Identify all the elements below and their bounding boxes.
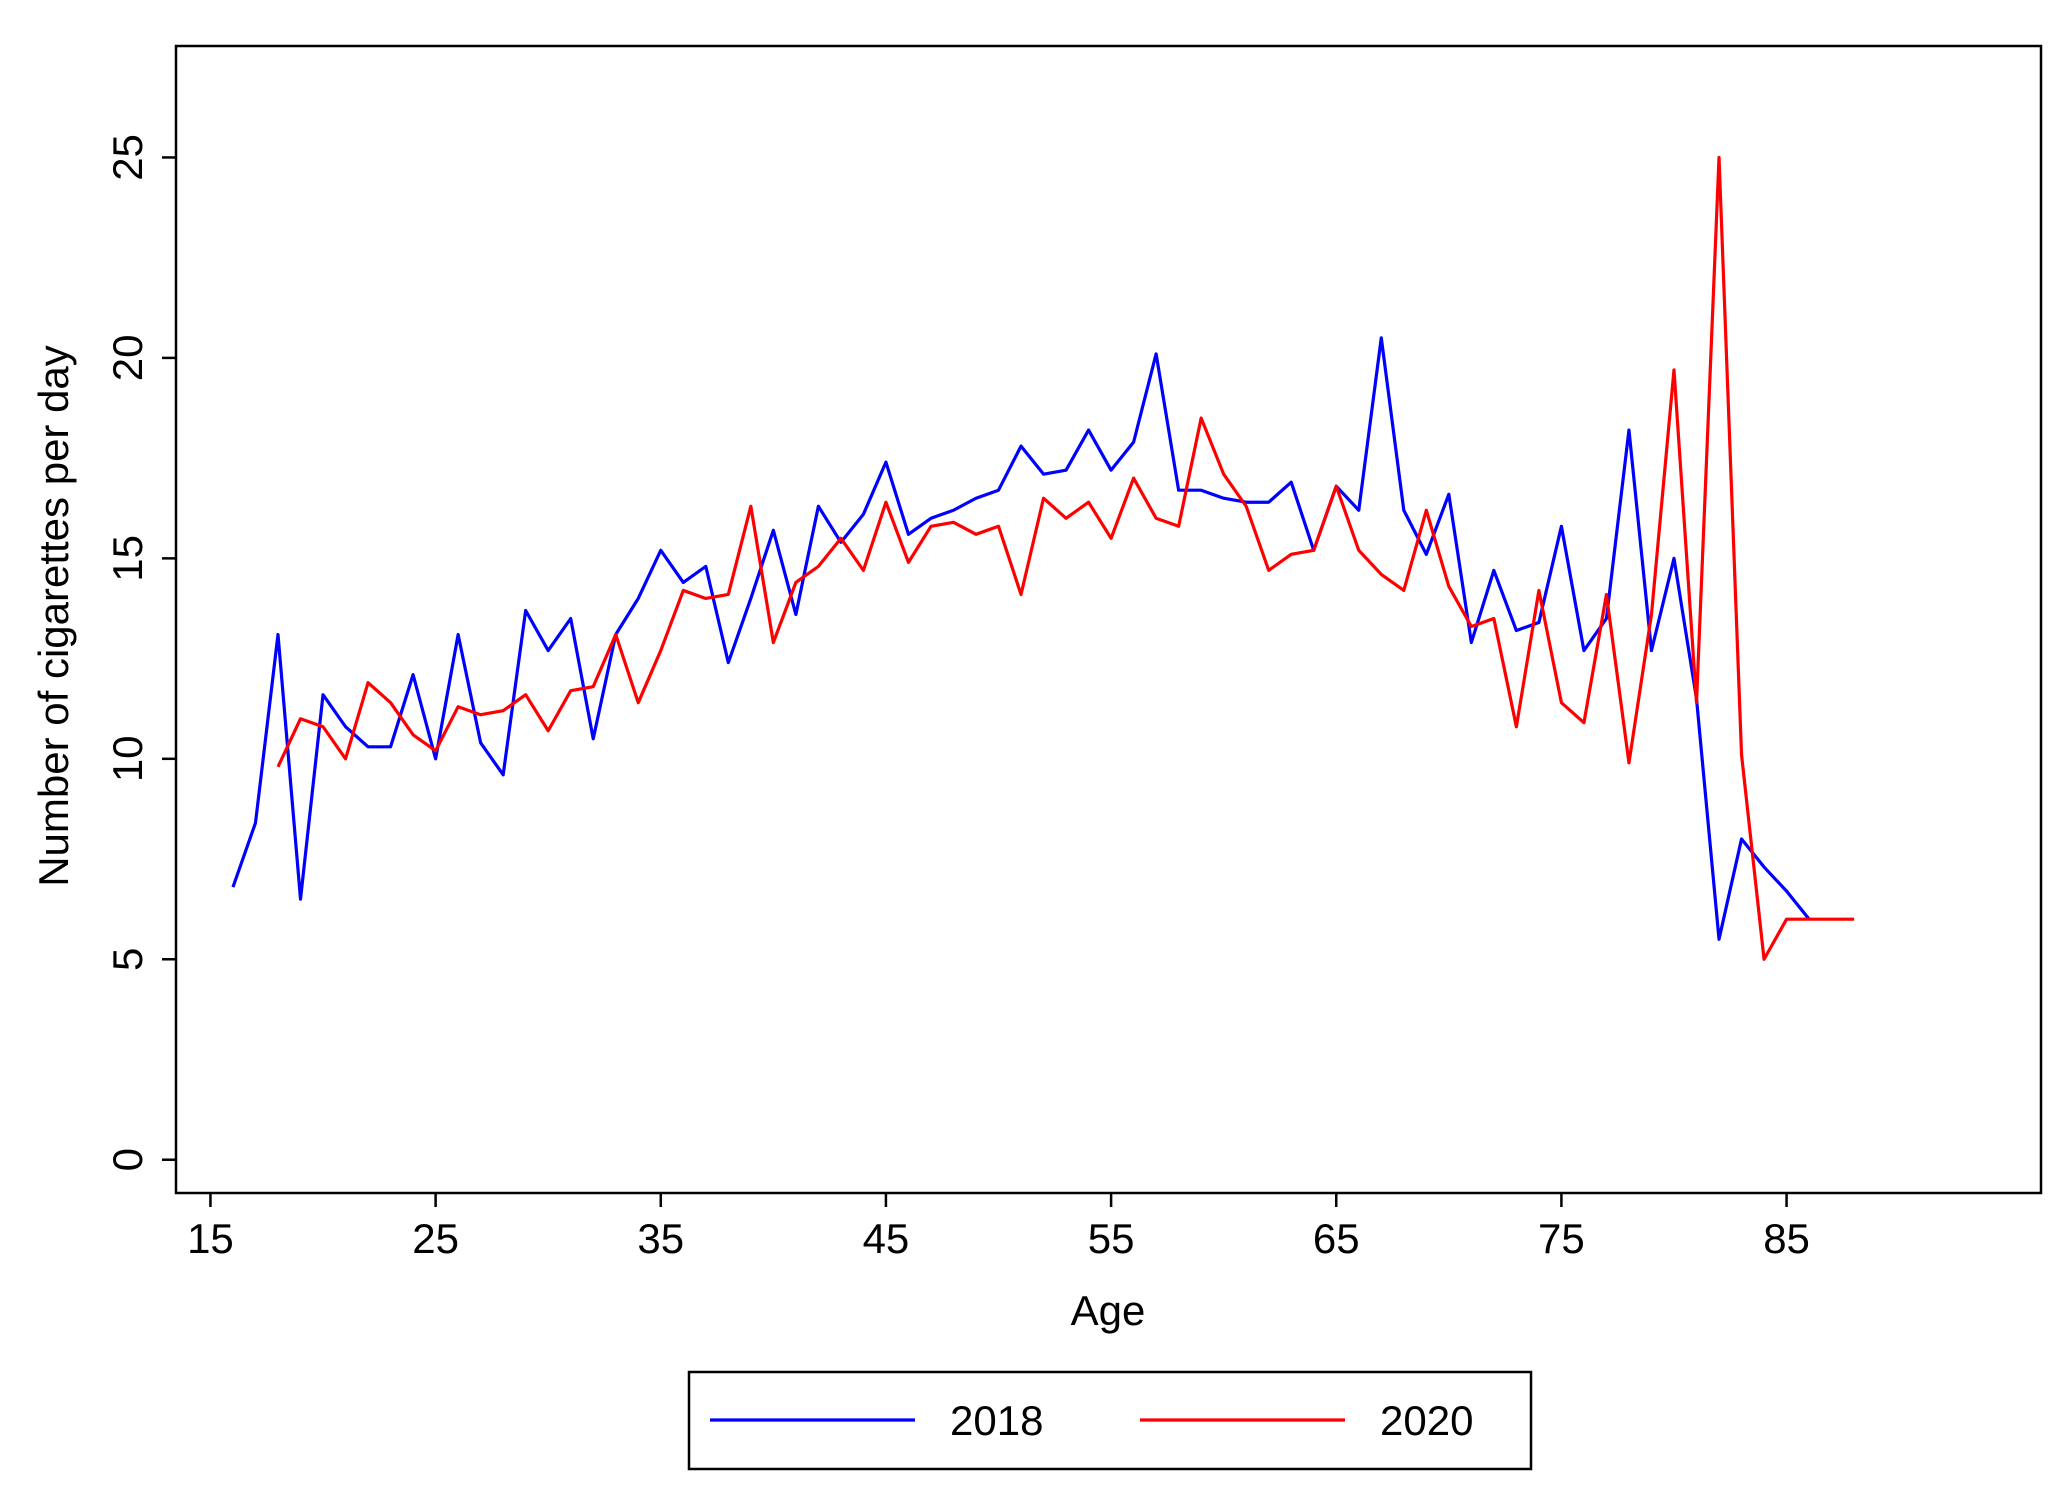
- x-tick-label: 45: [863, 1215, 910, 1262]
- x-tick-label: 75: [1538, 1215, 1585, 1262]
- legend-label: 2018: [950, 1397, 1043, 1444]
- x-tick-label: 15: [187, 1215, 234, 1262]
- x-tick-label: 85: [1763, 1215, 1810, 1262]
- x-tick-label: 25: [412, 1215, 459, 1262]
- line-series: [276, 155, 1855, 961]
- y-axis-label: Number of cigarettes per day: [30, 345, 77, 887]
- legend-label: 2020: [1380, 1397, 1473, 1444]
- x-axis-label: Age: [1071, 1287, 1146, 1334]
- y-tick-label: 15: [104, 535, 151, 582]
- y-tick-label: 0: [104, 1148, 151, 1171]
- y-tick-label: 10: [104, 735, 151, 782]
- x-tick-label: 35: [637, 1215, 684, 1262]
- plot-frame: [174, 44, 2043, 1195]
- y-tick-label: 20: [104, 335, 151, 382]
- y-tick-label: 5: [104, 948, 151, 971]
- line-series: [231, 336, 1811, 941]
- x-tick-label: 55: [1088, 1215, 1135, 1262]
- x-tick-label: 65: [1313, 1215, 1360, 1262]
- y-tick-label: 25: [104, 134, 151, 181]
